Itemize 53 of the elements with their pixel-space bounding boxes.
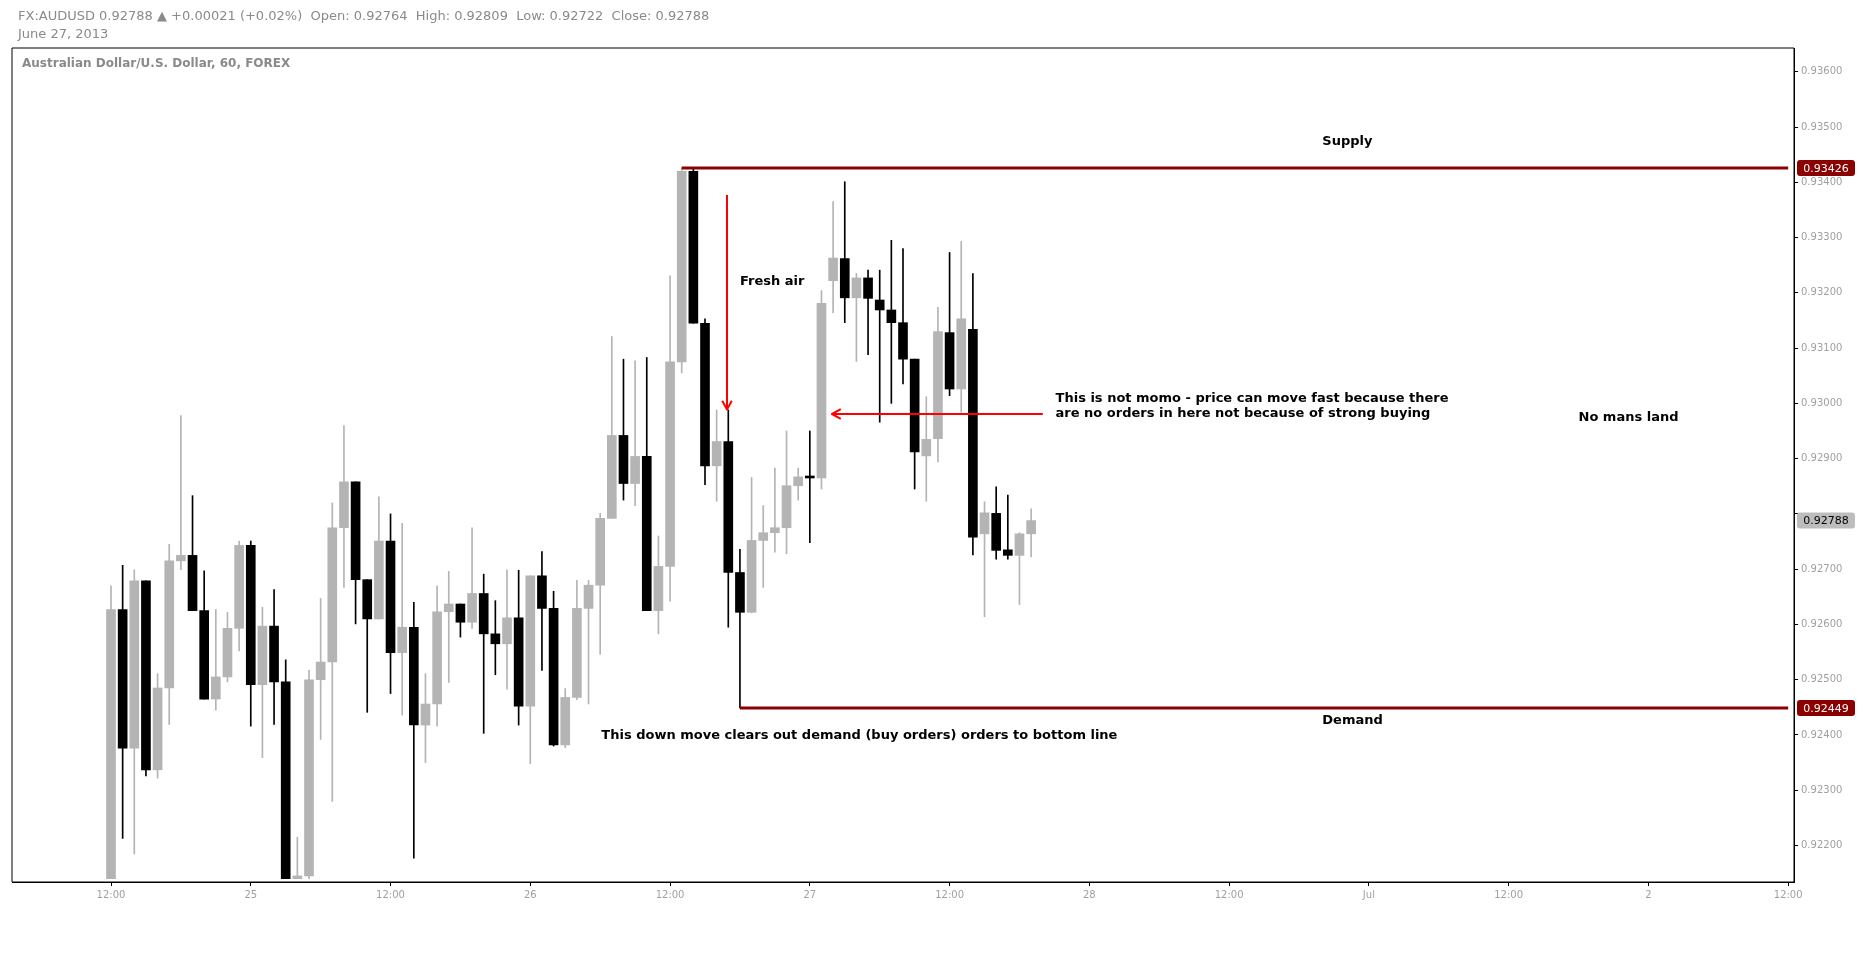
candlestick [502, 569, 512, 690]
candlestick [397, 522, 408, 716]
annotation: No mans land [1578, 409, 1679, 425]
annotation: Demand [1322, 711, 1383, 727]
y-tick-label: 0.92300 [1801, 783, 1843, 795]
y-tick-label: 0.93300 [1801, 231, 1843, 243]
candlestick [770, 467, 780, 553]
text: 0.92449 [1803, 701, 1849, 715]
x-tick-label: 27 [803, 888, 817, 900]
text: FX:AUDUSD 0.92788 ▲ +0.00021 (+0.02%) Open: 0.92764 High: 0.92809 Low: 0.92722 Close: 0.92788 [18, 7, 710, 23]
y-tick-label: 0.92200 [1801, 839, 1843, 851]
x-tick-label: 12:00 [376, 888, 405, 900]
candlestick [176, 415, 186, 571]
candlestick [630, 360, 640, 506]
annotation: This is not momo - price can move fast because there are no orders in here not because of strong buying [1055, 390, 1449, 421]
x-tick-label: 28 [1082, 888, 1096, 900]
y-tick-label: 0.92400 [1801, 728, 1843, 740]
x-tick-label: 12:00 [1214, 888, 1244, 900]
y-tick-label: 0.93100 [1801, 341, 1843, 353]
x-tick-label: 12:00 [655, 888, 685, 900]
y-tick-label: 0.93500 [1801, 120, 1843, 132]
x-tick-label: 12:00 [96, 888, 126, 900]
x-tick-label: 25 [244, 888, 258, 900]
y-tick-label: 0.92700 [1801, 562, 1843, 574]
x-tick-label: 2 [1645, 888, 1652, 900]
candlestick [210, 609, 221, 711]
y-tick-label: 0.92600 [1801, 618, 1843, 630]
candlestick [478, 573, 489, 734]
y-tick-label: 0.93600 [1801, 65, 1843, 77]
x-tick-label: 26 [523, 888, 537, 900]
candlestick [828, 201, 838, 314]
y-tick-label: 0.93200 [1801, 286, 1843, 298]
text: 0.93426 [1803, 161, 1849, 175]
y-tick-label: 0.93400 [1801, 175, 1843, 187]
candlestick [874, 269, 885, 423]
annotation: Fresh air [739, 272, 805, 288]
text: 0.92788 [1803, 514, 1849, 528]
x-tick-label: 12:00 [1773, 888, 1803, 900]
candlestick [1002, 494, 1013, 560]
y-tick-label: 0.93000 [1801, 396, 1843, 408]
text: June 27, 2013 [17, 25, 109, 41]
annotation: Supply [1322, 132, 1373, 148]
y-tick-label: 0.92900 [1801, 452, 1843, 464]
x-tick-label: Jul [1361, 888, 1375, 900]
candlestick [863, 269, 873, 356]
candlestick [921, 396, 932, 502]
x-tick-label: 12:00 [935, 888, 964, 900]
y-tick-label: 0.92500 [1801, 673, 1843, 685]
x-tick-label: 12:00 [1494, 888, 1524, 900]
text: Australian Dollar/U.S. Dollar, 60, FOREX [22, 56, 291, 71]
annotation: This down move clears out demand (buy orders) orders to bottom line [601, 727, 1118, 743]
candlestick [443, 571, 454, 683]
candlestick [758, 505, 769, 588]
